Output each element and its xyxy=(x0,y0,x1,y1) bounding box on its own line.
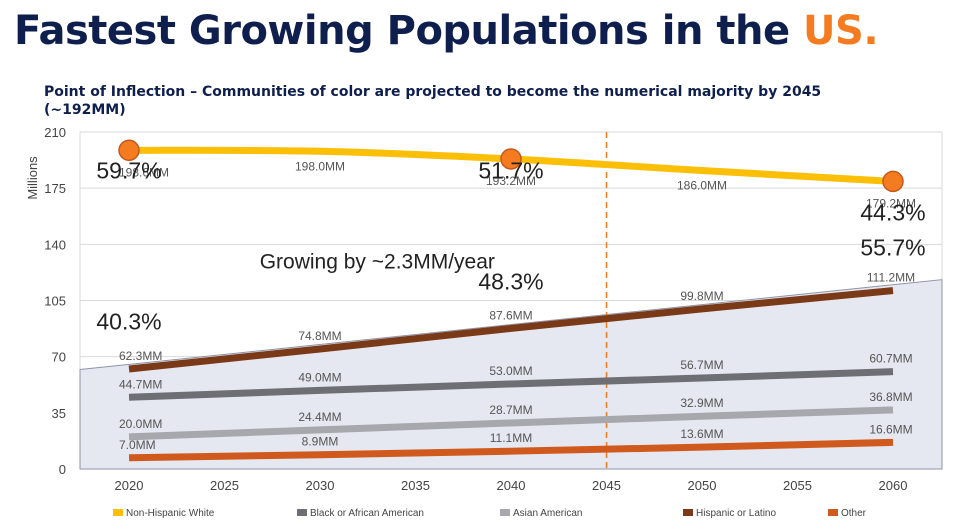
data-label: 60.7MM xyxy=(869,352,912,366)
x-tick-label: 2060 xyxy=(879,478,908,493)
data-label: 13.6MM xyxy=(680,427,723,441)
x-tick-label: 2045 xyxy=(592,478,621,493)
data-label: 186.0MM xyxy=(677,179,727,193)
data-label: 198.6MM xyxy=(119,165,169,179)
legend-label: Hispanic or Latino xyxy=(696,508,776,519)
title-main: Fastest Growing Populations in the xyxy=(14,8,804,54)
x-tick-label: 2055 xyxy=(783,478,812,493)
legend-swatch xyxy=(113,509,123,516)
data-label: 28.7MM xyxy=(489,403,532,417)
legend-label: Non-Hispanic White xyxy=(126,508,215,519)
legend-swatch xyxy=(683,509,693,516)
data-label: 11.1MM xyxy=(490,431,532,445)
series-line-1 xyxy=(128,368,894,401)
x-tick-label: 2025 xyxy=(210,478,239,493)
page-title: Fastest Growing Populations in the US. xyxy=(14,8,879,54)
y-tick-label: 140 xyxy=(44,237,66,252)
series-line-4 xyxy=(128,438,894,462)
percent-annotation: 51.7% xyxy=(478,158,543,184)
legend-swatch xyxy=(500,509,510,516)
data-label: 198.0MM xyxy=(295,159,345,173)
data-label: 56.7MM xyxy=(680,358,723,372)
data-label: 7.0MM xyxy=(119,438,156,452)
data-label: 53.0MM xyxy=(489,364,532,378)
legend-swatch xyxy=(297,509,307,516)
series-line-2 xyxy=(128,406,894,441)
y-tick-label: 0 xyxy=(59,462,66,477)
data-label: 32.9MM xyxy=(680,396,723,410)
legend-label: Other xyxy=(841,508,867,519)
data-label: 44.7MM xyxy=(119,377,162,391)
x-tick-label: 2040 xyxy=(497,478,526,493)
title-accent: US. xyxy=(803,8,879,54)
data-label: 8.9MM xyxy=(302,435,339,449)
data-label: 49.0MM xyxy=(298,370,341,384)
data-point-marker xyxy=(882,170,904,193)
y-tick-label: 210 xyxy=(44,125,66,140)
legend-label: Black or African American xyxy=(310,508,424,519)
data-label: 74.8MM xyxy=(298,329,341,343)
percent-annotation: 59.7% xyxy=(96,158,161,184)
legend-swatch xyxy=(828,509,838,516)
percent-annotation: 48.3% xyxy=(478,268,543,294)
x-tick-label: 2030 xyxy=(306,478,335,493)
y-axis-label: Millions xyxy=(25,156,40,200)
data-label: 193.2MM xyxy=(486,174,536,188)
data-point-marker xyxy=(118,139,140,162)
data-label: 62.3MM xyxy=(119,349,162,363)
x-tick-label: 2020 xyxy=(115,478,144,493)
chart-subtitle: Point of Inflection – Communities of col… xyxy=(44,84,822,118)
data-label: 20.0MM xyxy=(119,417,162,431)
percent-annotation: 44.3% xyxy=(860,199,925,225)
data-label: 16.6MM xyxy=(869,422,912,436)
percent-annotation: 40.3% xyxy=(96,308,161,334)
data-label: 24.4MM xyxy=(298,410,341,424)
x-tick-label: 2035 xyxy=(401,478,430,493)
data-label: 111.2MM xyxy=(867,271,915,285)
growth-annotation: Growing by ~2.3MM/year xyxy=(260,250,495,273)
data-label: 179.2MM xyxy=(866,196,916,210)
y-tick-label: 175 xyxy=(44,181,66,196)
y-tick-label: 70 xyxy=(52,350,66,365)
y-tick-label: 35 xyxy=(52,406,66,421)
legend-label: Asian American xyxy=(513,508,582,519)
series-line-3 xyxy=(128,287,894,373)
data-label: 87.6MM xyxy=(489,308,532,322)
data-label: 36.8MM xyxy=(869,390,912,404)
y-tick-label: 105 xyxy=(44,294,66,309)
x-tick-label: 2050 xyxy=(688,478,717,493)
communities-of-color-band xyxy=(79,279,943,470)
data-point-marker xyxy=(500,148,522,170)
data-label: 99.8MM xyxy=(680,289,723,303)
percent-annotation: 55.7% xyxy=(860,235,925,261)
